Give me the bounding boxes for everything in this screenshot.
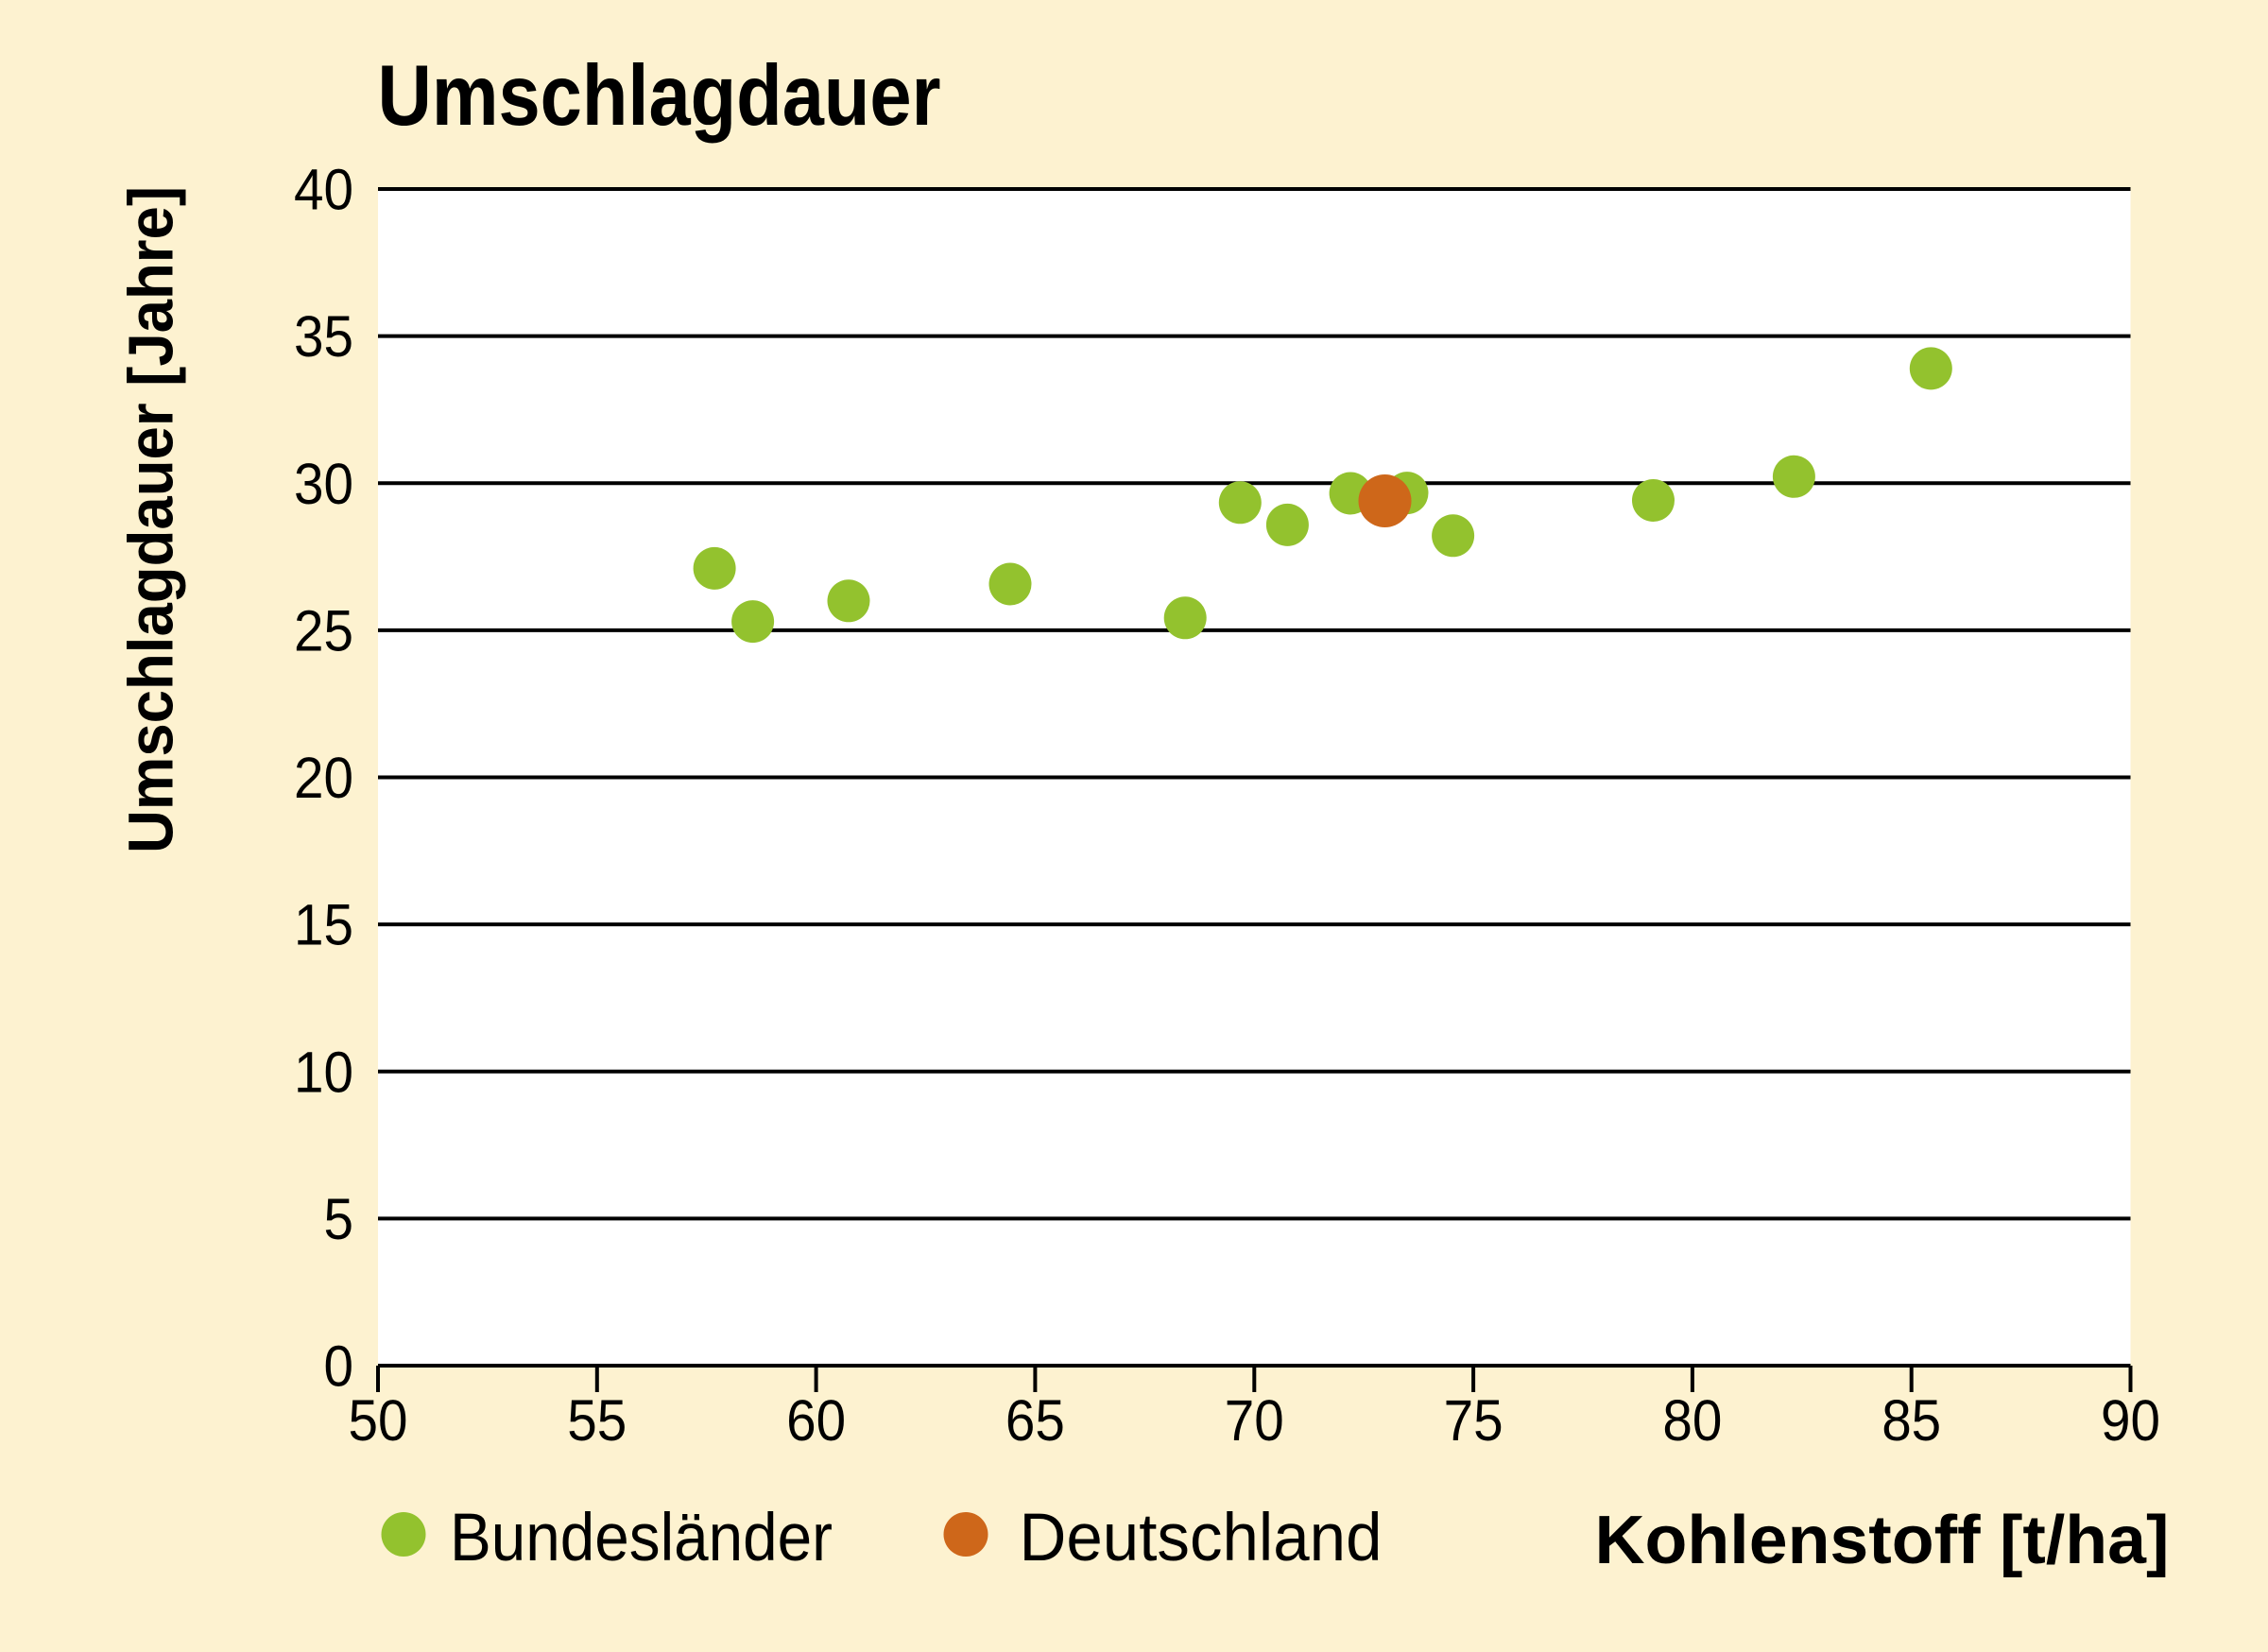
svg-text:75: 75 [1444, 1388, 1503, 1453]
svg-text:10: 10 [294, 1040, 353, 1104]
svg-text:Deutschland: Deutschland [1020, 1501, 1383, 1575]
svg-text:70: 70 [1225, 1388, 1284, 1453]
svg-text:90: 90 [2101, 1388, 2160, 1453]
svg-text:35: 35 [294, 304, 353, 369]
svg-text:0: 0 [324, 1334, 354, 1399]
svg-text:Umschlagdauer: Umschlagdauer [378, 48, 941, 144]
svg-text:40: 40 [294, 158, 353, 222]
svg-text:85: 85 [1881, 1388, 1941, 1453]
svg-text:60: 60 [786, 1388, 846, 1453]
svg-text:50: 50 [349, 1388, 408, 1453]
svg-text:55: 55 [567, 1388, 627, 1453]
svg-text:Bundesländer: Bundesländer [450, 1501, 833, 1575]
svg-text:80: 80 [1662, 1388, 1722, 1453]
svg-text:30: 30 [294, 452, 353, 516]
svg-text:20: 20 [294, 746, 353, 810]
svg-text:15: 15 [294, 893, 353, 957]
svg-text:5: 5 [324, 1187, 354, 1251]
svg-text:Umschlagdauer [Jahre]: Umschlagdauer [Jahre] [116, 186, 187, 853]
svg-text:25: 25 [294, 598, 353, 663]
svg-text:65: 65 [1005, 1388, 1065, 1453]
svg-text:Kohlenstoff [t/ha]: Kohlenstoff [t/ha] [1595, 1503, 2170, 1578]
